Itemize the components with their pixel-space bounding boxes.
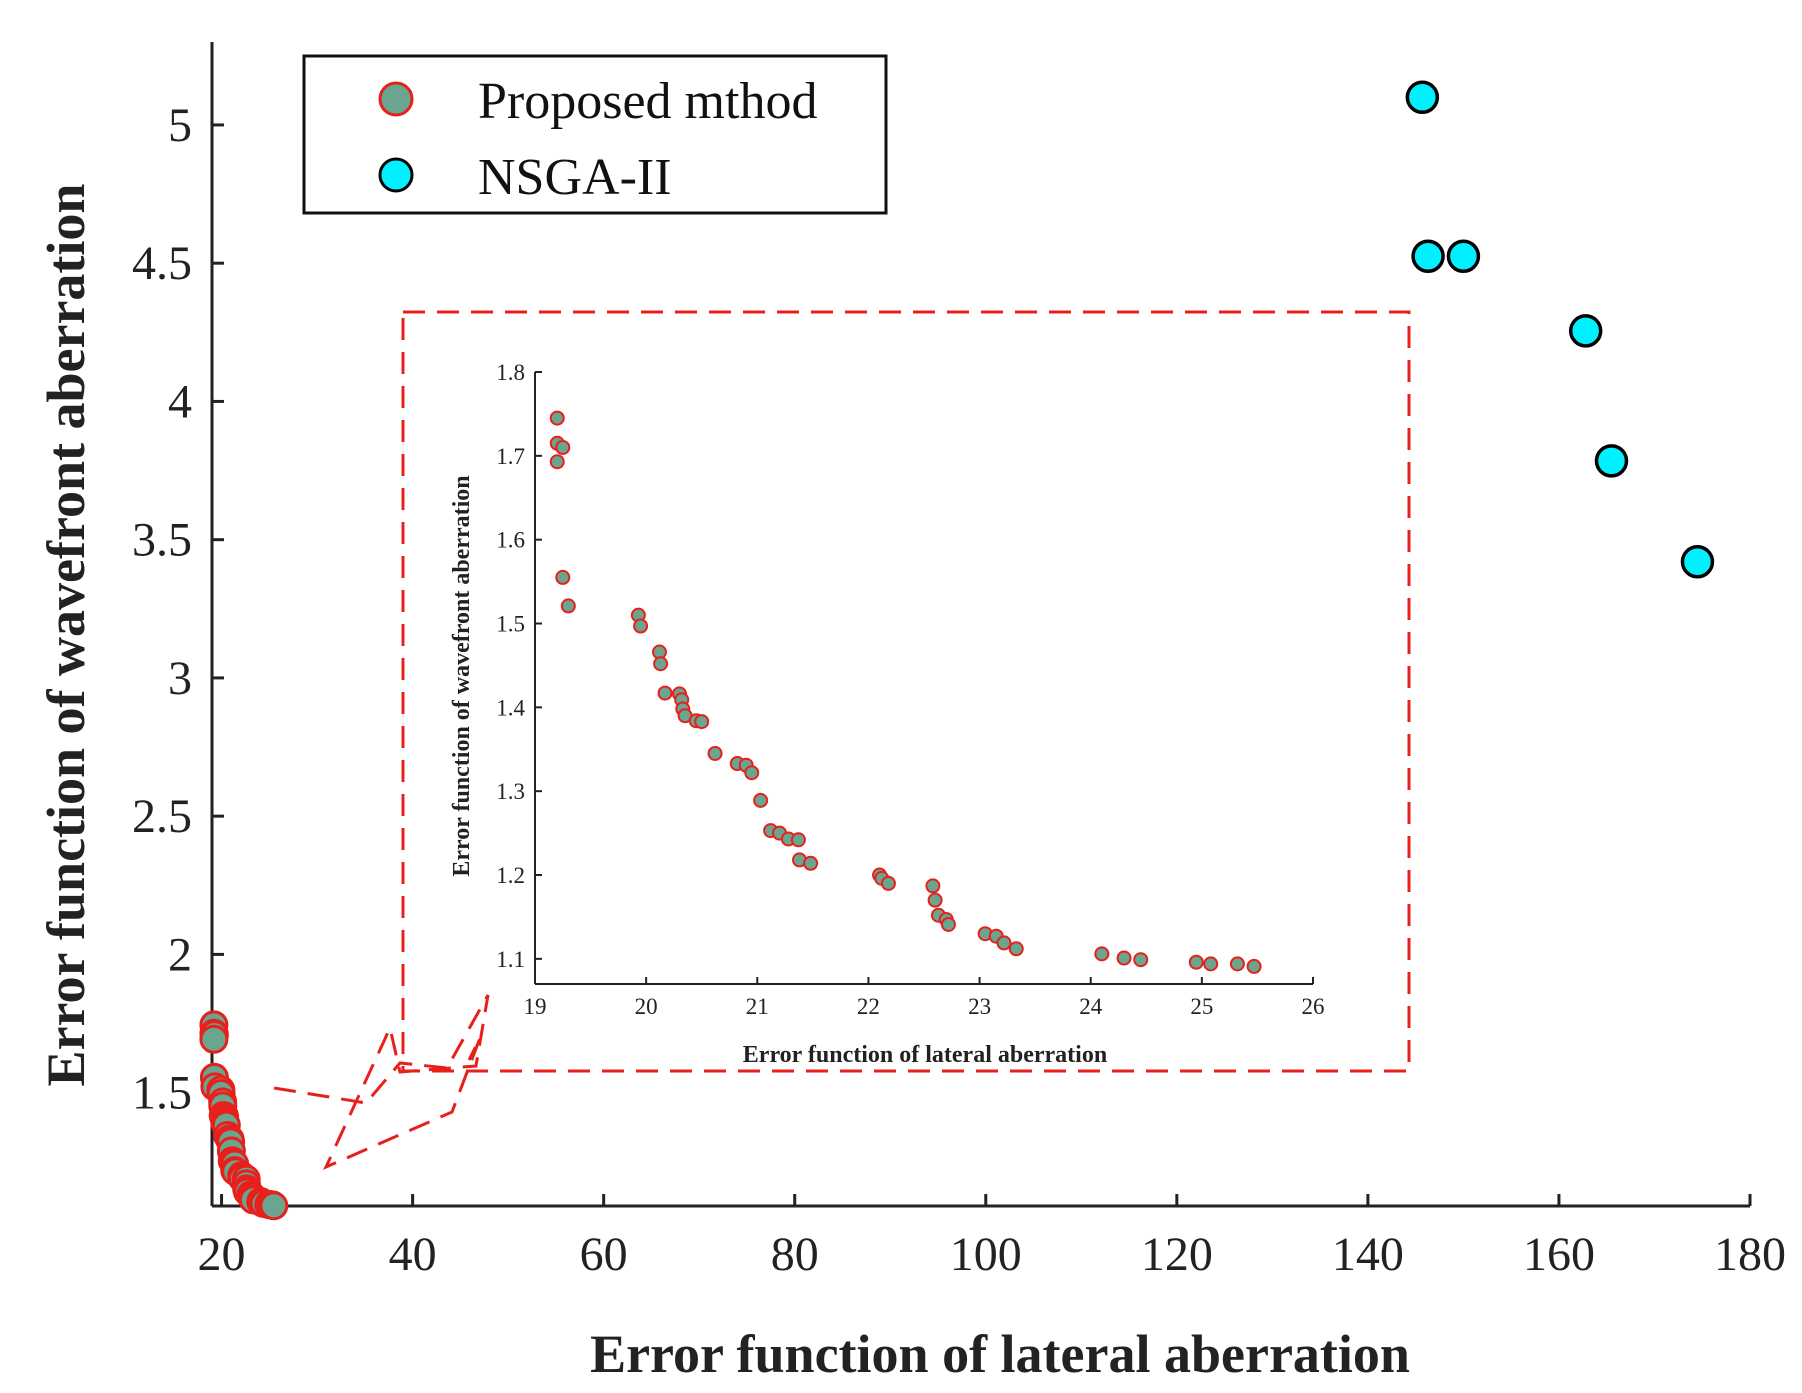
inset-y-tick-label: 1.5 bbox=[496, 612, 525, 637]
inset-proposed-point bbox=[549, 454, 565, 470]
main-nsga-point bbox=[1405, 80, 1440, 115]
main-nsga-point bbox=[1411, 239, 1445, 274]
main-x-tick-label: 180 bbox=[1714, 1228, 1786, 1281]
inset-proposed-point bbox=[927, 892, 943, 908]
main-y-tick-label: 3 bbox=[168, 652, 192, 705]
main-y-axis-title: Error function of wavefront aberration bbox=[36, 184, 96, 1087]
main-axes: 20 40 60 80 100 120 140 160 180 1.5 2 2.5 3 3.5 4 4.5 5… bbox=[36, 42, 1786, 1384]
inset-y-tick-label: 1.7 bbox=[496, 444, 525, 469]
inset-y-axis-title: Error function of wavefront aberration bbox=[449, 475, 475, 876]
inset-proposed-point bbox=[549, 410, 565, 426]
main-y-tick-label: 2.5 bbox=[132, 790, 192, 843]
inset-x-axis-title: Error function of lateral aberration bbox=[743, 1042, 1107, 1068]
inset-y-tick-label: 1.4 bbox=[496, 695, 525, 720]
inset-y-ticks: 1.1 1.2 1.3 1.4 1.5 1.6 1.7 1.8 bbox=[496, 360, 542, 972]
main-proposed-series bbox=[199, 1010, 289, 1221]
inset-proposed-point bbox=[790, 832, 806, 848]
main-y-tick-label: 5 bbox=[168, 99, 192, 152]
legend-nsga-marker bbox=[378, 157, 414, 193]
main-y-tick-label: 2 bbox=[168, 928, 192, 981]
main-x-tick-label: 20 bbox=[198, 1228, 246, 1281]
inset-proposed-point bbox=[996, 935, 1012, 951]
inset-y-tick-label: 1.2 bbox=[496, 863, 525, 888]
inset-x-tick-label: 25 bbox=[1190, 994, 1213, 1019]
inset-dashed-box bbox=[401, 310, 1411, 1073]
inset-proposed-point bbox=[1116, 950, 1132, 966]
inset-proposed-point bbox=[940, 916, 956, 932]
main-nsga-point bbox=[1680, 545, 1715, 579]
inset-x-ticks: 19 20 21 22 23 24 25 26 bbox=[524, 977, 1325, 1019]
inset-proposed-point bbox=[880, 875, 896, 891]
inset-y-tick-label: 1.8 bbox=[496, 360, 525, 385]
main-proposed-point bbox=[259, 1191, 289, 1221]
inset-x-tick-label: 24 bbox=[1079, 994, 1103, 1019]
inset-proposed-point bbox=[555, 439, 571, 455]
main-x-ticks: 20 40 60 80 100 120 140 160 180 bbox=[198, 1194, 1786, 1281]
inset-x-tick-label: 19 bbox=[524, 994, 547, 1019]
inset-proposed-point bbox=[560, 598, 576, 614]
inset-proposed-point bbox=[633, 618, 649, 634]
inset-x-tick-label: 26 bbox=[1302, 994, 1325, 1019]
inset-proposed-point bbox=[1246, 958, 1262, 974]
main-x-tick-label: 140 bbox=[1332, 1228, 1404, 1281]
main-x-axis-title: Error function of lateral aberration bbox=[590, 1324, 1410, 1384]
inset-proposed-point bbox=[1229, 956, 1245, 972]
inset-proposed-point bbox=[803, 855, 819, 871]
zoom-annotation bbox=[273, 310, 1411, 1170]
inset-proposed-point bbox=[657, 685, 673, 701]
inset-proposed-series bbox=[549, 410, 1262, 974]
main-nsga-point bbox=[1594, 444, 1629, 478]
main-x-tick-label: 100 bbox=[950, 1228, 1022, 1281]
inset-axes: 19 20 21 22 23 24 25 26 1.11.21.31.41.51.61.71.… bbox=[449, 360, 1325, 1068]
main-y-tick-label: 4 bbox=[168, 375, 192, 428]
inset-proposed-point bbox=[753, 792, 769, 808]
main-x-tick-label: 120 bbox=[1141, 1228, 1213, 1281]
main-nsga-point bbox=[1568, 314, 1603, 348]
inset-proposed-point bbox=[1008, 941, 1024, 957]
inset-proposed-point bbox=[1188, 954, 1204, 970]
inset-x-tick-label: 23 bbox=[968, 994, 991, 1019]
inset-x-tick-label: 20 bbox=[635, 994, 658, 1019]
main-nsga-point bbox=[1446, 239, 1481, 274]
legend-proposed-marker bbox=[378, 81, 414, 117]
main-y-tick-label: 3.5 bbox=[132, 514, 192, 567]
legend-proposed-label: Proposed mthod bbox=[478, 73, 817, 130]
inset-proposed-point bbox=[744, 765, 760, 781]
inset-proposed-point bbox=[1203, 956, 1219, 972]
main-proposed-point bbox=[199, 1024, 229, 1054]
main-y-tick-label: 1.5 bbox=[132, 1067, 192, 1120]
main-x-tick-label: 60 bbox=[580, 1228, 628, 1281]
inset-x-tick-label: 22 bbox=[857, 994, 880, 1019]
inset-proposed-point bbox=[707, 745, 723, 761]
inset-y-tick-label: 1.6 bbox=[496, 528, 525, 553]
inset-proposed-point bbox=[1133, 952, 1149, 968]
main-x-tick-label: 160 bbox=[1523, 1228, 1595, 1281]
inset-proposed-point bbox=[925, 878, 941, 894]
inset-proposed-point bbox=[653, 656, 669, 672]
inset-y-tick-label: 1.3 bbox=[496, 779, 525, 804]
main-x-tick-label: 80 bbox=[771, 1228, 819, 1281]
legend: Proposed mthod NSGA-II bbox=[302, 54, 888, 215]
main-nsga-series bbox=[1405, 80, 1715, 579]
main-y-tick-label: 4.5 bbox=[132, 237, 192, 290]
inset-proposed-point bbox=[555, 569, 571, 585]
main-y-ticks: 1.5 2 2.5 3 3.5 4 4.5 5 bbox=[132, 99, 224, 1120]
inset-proposed-point bbox=[694, 714, 710, 730]
legend-nsga-label: NSGA-II bbox=[478, 149, 672, 206]
zoom-arrow bbox=[273, 994, 490, 1170]
main-x-tick-label: 40 bbox=[389, 1228, 437, 1281]
inset-x-tick-label: 21 bbox=[746, 994, 769, 1019]
inset-y-tick-label: 1.1 bbox=[496, 947, 525, 972]
inset-proposed-point bbox=[1094, 946, 1110, 962]
